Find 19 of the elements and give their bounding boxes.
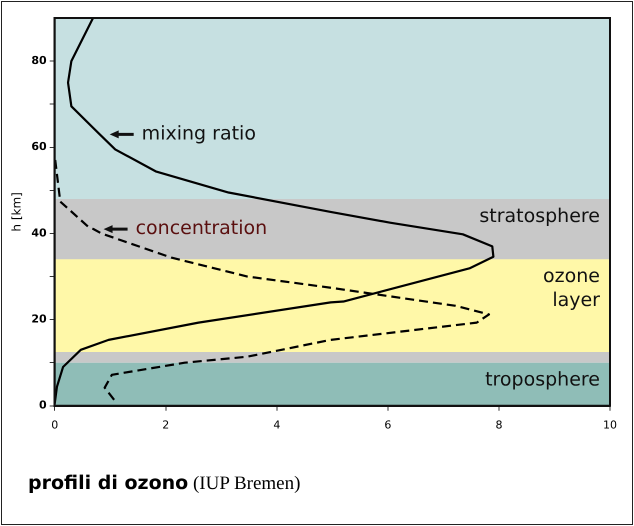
text: profili di ozono: [28, 472, 188, 494]
x-tick-label: 0: [51, 418, 58, 432]
x-tick-label: 8: [495, 418, 502, 432]
band-label: ozone layer: [543, 265, 600, 312]
y-tick-label: 20: [31, 312, 48, 326]
y-axis-title: h [km]: [9, 192, 24, 232]
x-tick-label: 4: [273, 418, 280, 432]
y-tick-label: 0: [39, 398, 48, 412]
band-label: troposphere: [485, 368, 600, 391]
y-tick-label: 60: [31, 140, 48, 154]
annotation: mixing ratio: [142, 122, 256, 144]
y-tick-label: 80: [31, 54, 48, 67]
y-tick-label: 40: [31, 226, 48, 240]
annotation: concentration: [136, 217, 268, 240]
x-tick-label: 10: [603, 418, 617, 432]
text: (IUP Bremen): [192, 473, 300, 494]
band-label: stratosphere: [479, 204, 600, 227]
x-tick-label: 2: [162, 418, 170, 432]
x-tick-label: 6: [384, 418, 392, 432]
